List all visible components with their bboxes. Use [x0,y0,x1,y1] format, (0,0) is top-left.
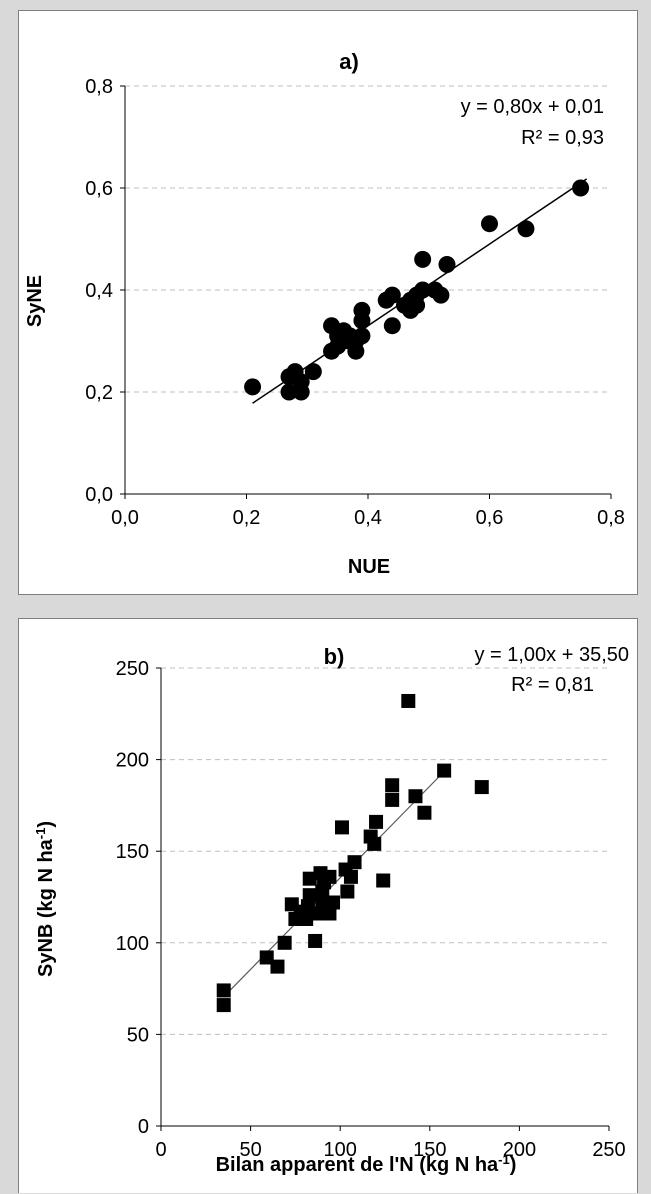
data-point [322,869,337,884]
data-point [302,871,317,886]
chart-title-b: b) [324,644,345,669]
data-point [414,250,432,268]
y-tick-label: 150 [116,841,149,863]
data-point [304,363,322,381]
data-point [481,215,498,233]
data-point [340,884,355,899]
x-axis-title-b: Bilan apparent de l'N (kg N ha-1) [216,1152,517,1176]
data-point [334,820,349,835]
data-point [300,899,315,914]
data-points-a [244,179,590,401]
trendline-equation-a: y = 0,80x + 0,01 [461,96,604,118]
data-point [432,286,450,304]
x-tick-label: 250 [592,1139,625,1161]
y-axis-title-b: SyNB (kg N ha-1) [33,821,57,977]
data-point [277,935,292,950]
data-point [284,897,299,912]
data-point [417,805,432,820]
scatter-chart-a: 0,0 0,2 0,4 0,6 0,8 0,0 0,2 0,4 0,6 0,8 a) y = 0,… [24,49,625,578]
data-point [302,888,317,903]
data-point [216,998,231,1013]
data-point [292,373,310,391]
chart-panel-a: 0,0 0,2 0,4 0,6 0,8 0,0 0,2 0,4 0,6 0,8 a) y = 0,… [18,10,638,595]
data-point [347,855,362,870]
chart-panel-b: 0 50 100 150 200 250 0 50 100 150 200 250 b) y = 1,… [18,618,638,1193]
data-point [315,895,330,910]
trendline [223,771,445,998]
x-tick-label: 100 [324,1139,357,1161]
r-squared-b: R² = 0,81 [511,674,594,696]
trendline-equation-b: y = 1,00x + 35,50 [474,644,629,666]
x-tick-label: 0,2 [233,507,261,529]
data-point [474,780,489,795]
data-point [383,317,401,335]
x-tick-label: 0,8 [597,507,625,529]
data-point [216,983,231,998]
y-tick-label: 100 [116,933,149,955]
data-points-b [216,693,489,1013]
data-point [572,179,590,197]
axes-a [120,85,612,499]
x-axis-title-a: NUE [348,556,390,578]
data-point [353,301,371,319]
data-point [343,869,358,884]
y-tick-label: 0,6 [85,178,113,200]
x-tick-label: 0 [155,1139,166,1161]
data-point [383,286,401,304]
data-point [259,950,274,965]
data-point [376,873,391,888]
y-axis-title-a: SyNE [24,275,46,327]
x-tick-label: 0,6 [476,507,504,529]
data-point [311,906,326,921]
x-tick-label: 150 [413,1139,446,1161]
y-tick-label: 0,4 [85,280,113,302]
y-tick-label: 200 [116,750,149,772]
tick-labels-b: 0 50 100 150 200 250 0 50 100 150 200 250 [116,658,626,1161]
y-tick-label: 250 [116,658,149,680]
data-point [414,281,432,299]
x-tick-label: 50 [239,1139,261,1161]
data-point [270,959,285,974]
data-point [401,693,416,708]
y-tick-label: 0 [138,1116,149,1138]
data-point [438,256,456,273]
axes-b [156,667,610,1131]
data-point [367,836,382,851]
data-point [369,814,384,829]
data-point [299,911,314,926]
data-point [326,895,341,910]
x-tick-label: 200 [503,1139,536,1161]
grid-lines-a [125,85,611,393]
data-point [353,327,371,345]
y-tick-label: 0,2 [85,382,113,404]
y-tick-label: 0,8 [85,76,113,98]
data-point [308,933,323,948]
data-point [280,383,298,401]
chart-title-a: a) [339,49,359,74]
data-point [244,378,262,396]
scatter-chart-b: 0 50 100 150 200 250 0 50 100 150 200 250 b) y = 1,… [33,644,629,1176]
y-tick-label: 50 [127,1024,149,1046]
data-point [517,220,535,238]
grid-lines-b [161,667,609,1035]
data-point [385,778,400,793]
x-tick-label: 0,4 [354,507,382,529]
tick-labels-a: 0,0 0,2 0,4 0,6 0,8 0,0 0,2 0,4 0,6 0,8 [85,76,625,529]
data-point [385,792,400,807]
x-tick-label: 0,0 [111,507,139,529]
data-point [408,789,423,804]
r-squared-a: R² = 0,93 [521,127,604,149]
data-point [437,763,452,778]
data-point [322,906,337,921]
trendline-b [223,771,445,998]
y-tick-label: 0,0 [85,484,113,506]
